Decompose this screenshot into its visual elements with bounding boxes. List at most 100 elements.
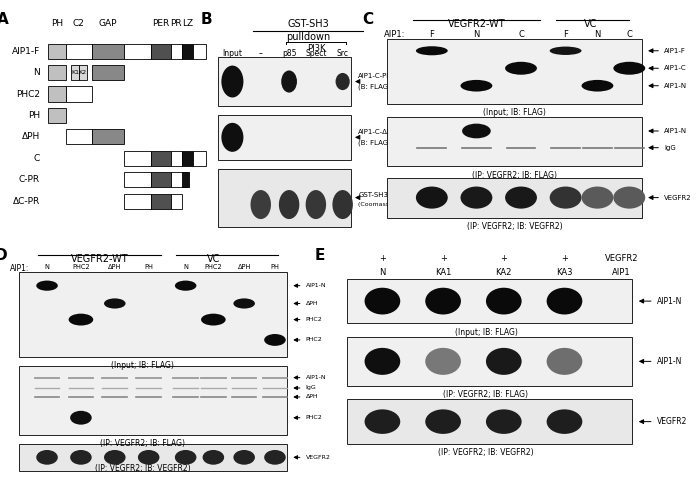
Ellipse shape (175, 450, 197, 465)
Bar (182, 151, 193, 166)
Text: F: F (564, 30, 568, 39)
Ellipse shape (505, 187, 537, 209)
Ellipse shape (416, 187, 448, 209)
Text: C: C (362, 12, 373, 27)
Bar (218, 115, 351, 160)
Ellipse shape (365, 288, 400, 314)
Bar (79, 65, 87, 80)
Ellipse shape (613, 62, 645, 75)
Ellipse shape (279, 190, 300, 219)
Text: N: N (183, 264, 188, 270)
Text: PER: PER (153, 19, 169, 28)
Text: C2: C2 (73, 19, 85, 28)
Bar (387, 39, 642, 104)
Text: PHC2: PHC2 (204, 264, 222, 270)
Ellipse shape (36, 450, 58, 465)
Text: GST-SH3: GST-SH3 (287, 19, 329, 29)
Text: (Coomassie blue): (Coomassie blue) (358, 202, 413, 207)
Text: +: + (561, 254, 568, 263)
Text: K1: K1 (71, 70, 79, 75)
Text: E: E (314, 248, 325, 263)
Text: PH: PH (270, 264, 279, 270)
Text: N: N (34, 68, 40, 77)
Text: AIP1-N: AIP1-N (664, 83, 687, 89)
Text: PH: PH (144, 264, 153, 270)
Text: (Input; IB: FLAG): (Input; IB: FLAG) (111, 361, 174, 371)
Ellipse shape (264, 334, 286, 346)
Ellipse shape (365, 348, 400, 375)
Bar (182, 172, 189, 187)
Bar (124, 44, 151, 59)
Text: ΔPH: ΔPH (22, 132, 40, 142)
Text: KA2: KA2 (496, 268, 512, 276)
Bar (48, 108, 66, 123)
Ellipse shape (104, 299, 125, 309)
Text: AIP1:: AIP1: (384, 30, 405, 39)
Bar (92, 44, 124, 59)
Bar (66, 86, 92, 102)
Ellipse shape (264, 450, 286, 465)
Ellipse shape (461, 187, 492, 209)
Ellipse shape (138, 450, 160, 465)
Text: PR: PR (171, 19, 182, 28)
Bar (48, 65, 66, 80)
Text: PH: PH (51, 19, 63, 28)
Text: ΔC-PR: ΔC-PR (13, 197, 40, 205)
Text: AIP1: AIP1 (612, 268, 631, 276)
Text: C: C (518, 30, 524, 39)
Text: B: B (201, 12, 213, 27)
Text: +: + (440, 254, 447, 263)
Text: p85: p85 (282, 49, 296, 58)
Bar (48, 86, 66, 102)
Text: Spect: Spect (305, 49, 327, 58)
Ellipse shape (70, 450, 92, 465)
Ellipse shape (550, 187, 582, 209)
Bar (20, 444, 287, 471)
Bar (66, 129, 92, 144)
Bar (92, 65, 124, 80)
Text: PHC2: PHC2 (16, 90, 40, 98)
Bar (124, 151, 151, 166)
Text: D: D (0, 248, 7, 263)
Text: PHC2: PHC2 (306, 317, 323, 322)
Text: pulldown: pulldown (286, 33, 330, 42)
Text: AIP1:: AIP1: (10, 264, 29, 273)
Ellipse shape (281, 71, 297, 93)
Text: VC: VC (206, 254, 220, 264)
Text: ΔPH: ΔPH (237, 264, 251, 270)
Text: C: C (34, 154, 40, 163)
Text: F: F (429, 30, 434, 39)
Bar (151, 44, 171, 59)
Ellipse shape (416, 46, 448, 55)
Text: A: A (0, 12, 8, 27)
Text: AIP1-N: AIP1-N (306, 283, 326, 288)
Bar (48, 44, 66, 59)
Ellipse shape (306, 190, 326, 219)
Text: GST-SH3: GST-SH3 (358, 192, 389, 198)
Bar (151, 193, 171, 209)
Ellipse shape (547, 288, 582, 314)
Ellipse shape (462, 124, 491, 138)
Text: VEGFR2: VEGFR2 (306, 455, 330, 460)
Bar (193, 151, 206, 166)
Ellipse shape (365, 409, 400, 434)
Text: IgG: IgG (306, 385, 316, 390)
Ellipse shape (332, 190, 353, 219)
Ellipse shape (69, 313, 93, 325)
Ellipse shape (251, 190, 271, 219)
Text: C: C (626, 30, 632, 39)
Ellipse shape (426, 288, 461, 314)
Text: IgG: IgG (664, 144, 676, 151)
Text: Input: Input (223, 49, 242, 58)
Text: ΔPH: ΔPH (306, 395, 318, 399)
Text: VEGFR2: VEGFR2 (664, 194, 692, 201)
Bar (218, 168, 351, 227)
Ellipse shape (550, 47, 582, 55)
Text: KA1: KA1 (435, 268, 452, 276)
Ellipse shape (505, 62, 537, 75)
Text: AIP1-F: AIP1-F (12, 47, 40, 56)
Ellipse shape (175, 281, 197, 291)
Text: AIP1-N: AIP1-N (664, 128, 687, 134)
Bar (151, 151, 171, 166)
Ellipse shape (36, 281, 58, 291)
